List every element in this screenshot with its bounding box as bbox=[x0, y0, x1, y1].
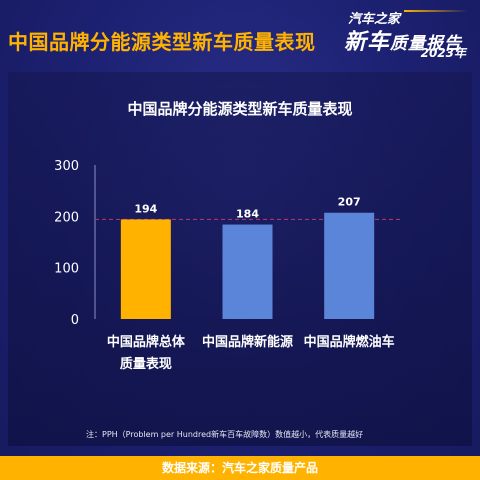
bar bbox=[324, 212, 375, 319]
bar-value-label: 194 bbox=[134, 202, 157, 215]
source-footer: 数据来源：汽车之家质量产品 bbox=[0, 456, 480, 480]
x-category-label: 质量表现 bbox=[120, 356, 172, 372]
y-tick-label: 0 bbox=[71, 313, 79, 328]
footnote: 注：PPH（Problem per Hundred新车百车故障数）数值越小，代表… bbox=[86, 430, 364, 439]
logo-year: 2023年 bbox=[420, 46, 466, 60]
logo-main-text: 新车质量报告 bbox=[344, 24, 462, 56]
bars-layer bbox=[120, 212, 375, 319]
logo-main-word: 新车 bbox=[344, 30, 391, 55]
page-title: 中国品牌分能源类型新车质量表现 bbox=[8, 30, 316, 54]
x-category-label: 中国品牌新能源 bbox=[202, 334, 293, 350]
x-category-label: 中国品牌总体 bbox=[107, 334, 186, 350]
bar-value-label: 184 bbox=[236, 208, 259, 221]
y-tick-label: 300 bbox=[54, 159, 79, 174]
logo-accent-bar bbox=[404, 10, 468, 12]
source-text: 数据来源：汽车之家质量产品 bbox=[161, 461, 318, 475]
bar bbox=[222, 224, 273, 319]
logo-sub-word: 质量报告 bbox=[390, 34, 463, 54]
y-tick-label: 100 bbox=[54, 262, 79, 277]
report-logo: 汽车之家 新车质量报告 2023年 bbox=[344, 4, 472, 60]
y-tick-label: 200 bbox=[54, 210, 79, 225]
bar-value-label: 207 bbox=[338, 196, 361, 209]
chart-title: 中国品牌分能源类型新车质量表现 bbox=[127, 100, 353, 118]
x-category-label: 中国品牌燃油车 bbox=[304, 334, 395, 350]
axis-layer: 0 100 200 300 bbox=[54, 159, 96, 328]
logo-brand-text: 汽车之家 bbox=[348, 12, 401, 27]
bar bbox=[120, 219, 171, 319]
